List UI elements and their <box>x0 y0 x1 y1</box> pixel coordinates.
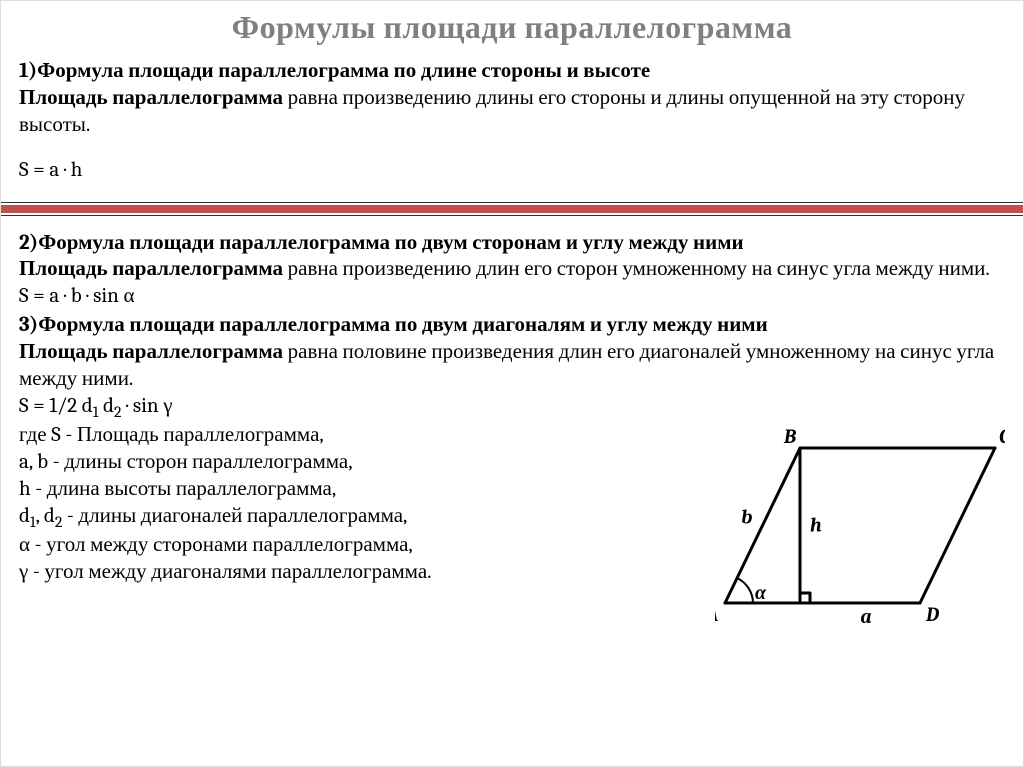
svg-text:h: h <box>810 514 822 537</box>
legend-line-6: γ - угол между диагоналями параллелограм… <box>19 559 705 586</box>
section2-heading: 2)Формула площади параллелограмма по дву… <box>19 230 1005 257</box>
svg-text:C: C <box>999 428 1005 448</box>
svg-text:A: A <box>715 603 719 623</box>
legend-line-5: α - угол между сторонами параллелограмма… <box>19 532 705 559</box>
section-3: 3)Формула площади параллелограмма по дву… <box>19 312 1005 422</box>
section-1: 1)Формула площади параллелограмма по дли… <box>19 58 1005 184</box>
section3-heading-pre: 3) <box>19 313 38 337</box>
svg-text:a: a <box>860 605 871 623</box>
section1-heading: 1)Формула площади параллелограмма по дли… <box>19 58 1005 85</box>
section3-term: Площадь параллелограмма <box>19 340 283 364</box>
legend-line-3: h - длина высоты параллелограмма, <box>19 476 705 503</box>
section1-formula: S = a · h <box>19 157 1005 184</box>
divider <box>1 202 1023 216</box>
legend: где S - Площадь параллелограмма, a, b - … <box>19 422 705 586</box>
section3-heading: Формула площади параллелограмма по двум … <box>38 313 767 337</box>
section2-formula: S = a · b · sin α <box>19 283 1005 310</box>
section1-term: Площадь параллелограмма <box>19 86 283 110</box>
section2-term: Площадь параллелограмма <box>19 257 283 281</box>
svg-text:α: α <box>755 581 767 604</box>
legend-line-2: a, b - длины сторон параллелограмма, <box>19 449 705 476</box>
parallelogram-diagram: A B C Db h a α <box>715 428 1005 623</box>
page-title: Формулы площади параллелограмма <box>19 9 1005 46</box>
legend-line-4: d1, d2 - длины диагоналей параллелограмм… <box>19 503 705 532</box>
section3-formula: S = 1/2 d1 d2 · sin γ <box>19 393 1005 422</box>
legend-line-1: где S - Площадь параллелограмма, <box>19 422 705 449</box>
section-2: 2)Формула площади параллелограмма по дву… <box>19 230 1005 311</box>
svg-text:D: D <box>925 603 939 623</box>
svg-text:b: b <box>741 506 752 529</box>
svg-text:B: B <box>783 428 797 448</box>
section2-definition: равна произведению длин его сторон умнож… <box>283 257 990 281</box>
